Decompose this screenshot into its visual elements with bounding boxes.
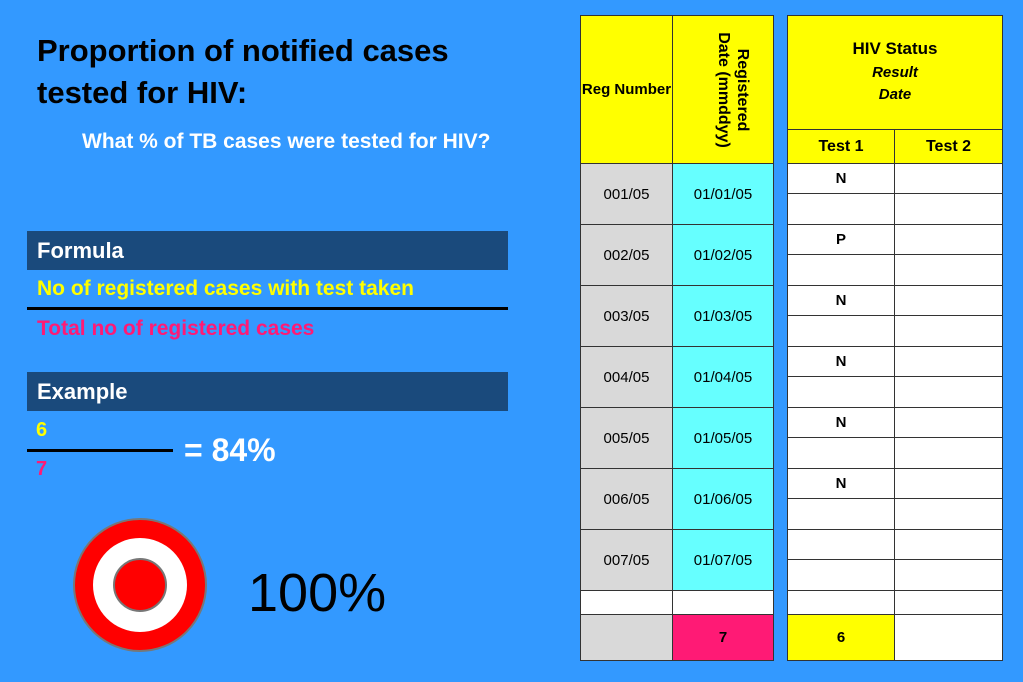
table-row: 004/05 01/04/05 <box>580 346 774 408</box>
register-table: Reg Number Registered Date (mmddyy) 001/… <box>580 15 774 661</box>
date-cell: 01/07/05 <box>672 529 774 591</box>
test1-result: N <box>787 468 895 499</box>
test1-result: N <box>787 407 895 438</box>
reg-cell: 003/05 <box>580 285 673 347</box>
example-heading: Example <box>27 372 508 411</box>
test1-date <box>787 315 895 347</box>
example-numerator: 6 <box>36 419 48 441</box>
test1-date <box>787 376 895 408</box>
example-denominator: 7 <box>36 458 48 480</box>
date-cell: 01/01/05 <box>672 163 774 225</box>
date-cell: 01/04/05 <box>672 346 774 408</box>
date-cell-empty <box>672 590 774 615</box>
test1-date <box>787 437 895 469</box>
test2-date <box>894 254 1003 286</box>
test2-date <box>894 437 1003 469</box>
example-result: = 84% <box>184 432 276 468</box>
test2-result <box>894 224 1003 255</box>
test2-result <box>894 468 1003 499</box>
test2-header: Test 2 <box>894 129 1003 164</box>
reg-total-empty <box>580 614 673 661</box>
table-row: 003/05 01/03/05 <box>580 285 774 347</box>
question-text: What % of TB cases were tested for HIV? <box>82 130 491 153</box>
total-row: 6 <box>787 614 1003 661</box>
registered-total: 7 <box>672 614 774 661</box>
table-row: 006/05 01/06/05 <box>580 468 774 530</box>
hiv-status-table: HIV Status Result Date Test 1 Test 2 N P… <box>787 15 1003 661</box>
test1-date <box>787 193 895 225</box>
test1-result: N <box>787 285 895 316</box>
test2-result <box>894 346 1003 377</box>
formula-heading: Formula <box>27 231 508 270</box>
test1-result <box>787 529 895 560</box>
reg-number-header: Reg Number <box>580 15 673 164</box>
formula-denominator: Total no of registered cases <box>37 317 315 340</box>
reg-cell: 004/05 <box>580 346 673 408</box>
formula-divider <box>27 307 508 310</box>
test2-date <box>894 559 1003 591</box>
test2-result <box>894 529 1003 560</box>
test1-empty <box>787 590 895 615</box>
test1-result: N <box>787 163 895 194</box>
test1-date <box>787 498 895 530</box>
test1-date <box>787 559 895 591</box>
table-row: 002/05 01/02/05 <box>580 224 774 286</box>
table-row: 001/05 01/01/05 <box>580 163 774 225</box>
test1-result: P <box>787 224 895 255</box>
date-cell: 01/06/05 <box>672 468 774 530</box>
target-label: 100% <box>248 563 387 623</box>
test2-result <box>894 163 1003 194</box>
test2-empty <box>894 590 1003 615</box>
table-row: 005/05 01/05/05 <box>580 407 774 469</box>
date-cell: 01/03/05 <box>672 285 774 347</box>
test2-total-empty <box>894 614 1003 661</box>
date-cell: 01/05/05 <box>672 407 774 469</box>
test2-date <box>894 376 1003 408</box>
reg-cell: 006/05 <box>580 468 673 530</box>
test2-date <box>894 498 1003 530</box>
reg-cell: 001/05 <box>580 163 673 225</box>
test1-header: Test 1 <box>787 129 895 164</box>
total-row: 7 <box>580 614 774 661</box>
test2-result <box>894 407 1003 438</box>
test1-result: N <box>787 346 895 377</box>
hiv-status-header: HIV Status Result Date <box>787 15 1003 130</box>
table-row: 007/05 01/07/05 <box>580 529 774 591</box>
target-icon <box>73 518 207 652</box>
test2-date <box>894 193 1003 225</box>
date-cell: 01/02/05 <box>672 224 774 286</box>
test1-date <box>787 254 895 286</box>
tested-total: 6 <box>787 614 895 661</box>
formula-numerator: No of registered cases with test taken <box>37 277 414 300</box>
reg-cell: 007/05 <box>580 529 673 591</box>
reg-cell: 005/05 <box>580 407 673 469</box>
test2-result <box>894 285 1003 316</box>
page-title: Proportion of notified cases tested for … <box>37 33 449 110</box>
test2-date <box>894 315 1003 347</box>
table-row <box>580 590 774 615</box>
registered-date-header: Registered Date (mmddyy) <box>672 15 774 164</box>
reg-cell: 002/05 <box>580 224 673 286</box>
example-divider <box>27 449 173 452</box>
reg-cell-empty <box>580 590 673 615</box>
